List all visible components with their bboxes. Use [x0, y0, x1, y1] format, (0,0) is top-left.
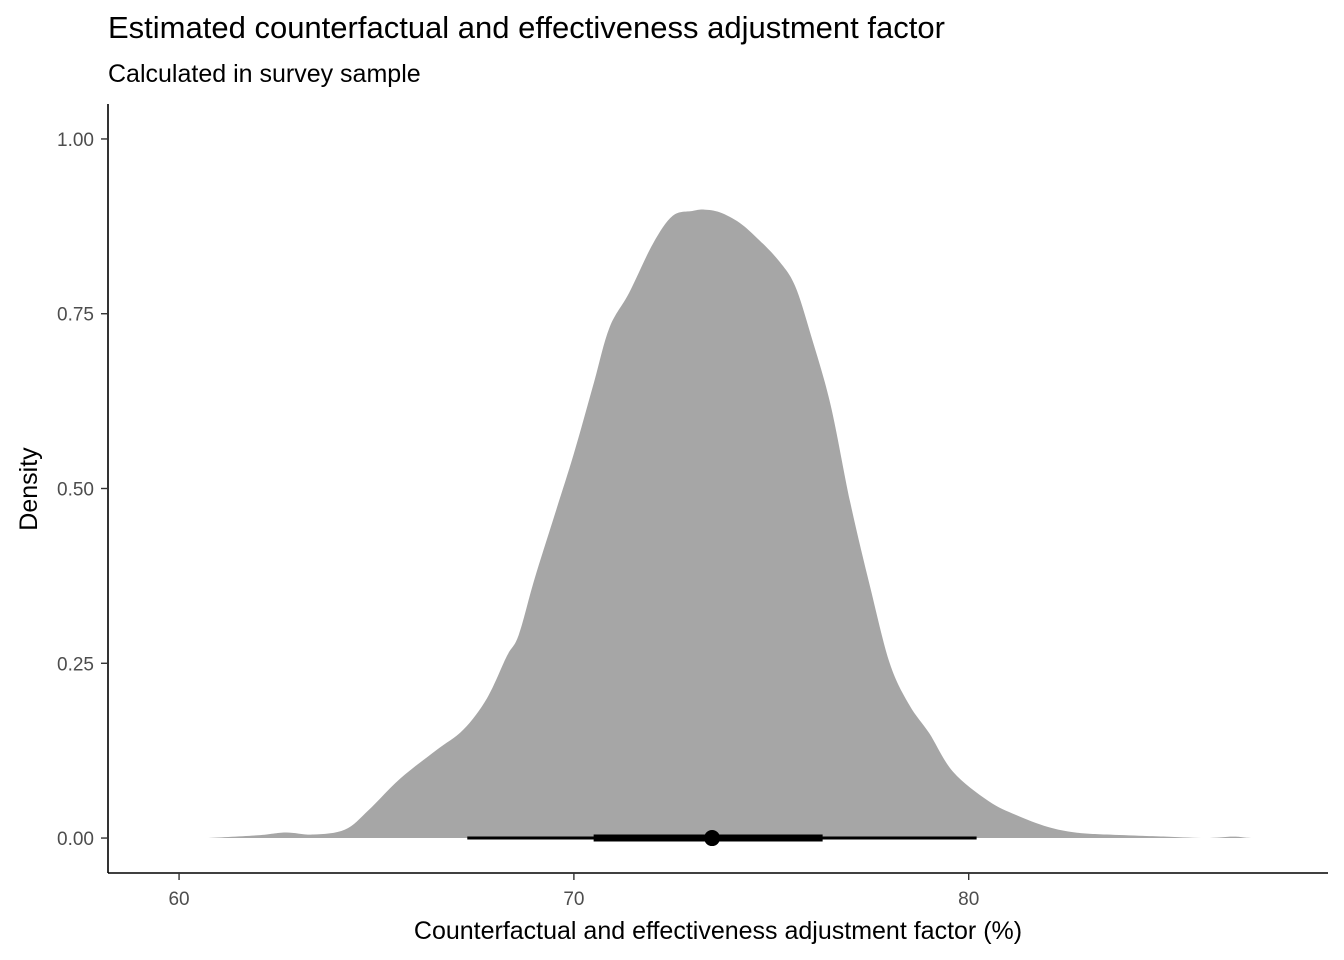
- chart-subtitle: Calculated in survey sample: [108, 60, 421, 88]
- x-tick-label: 70: [563, 889, 584, 910]
- y-ticks: 0.00 0.25 0.50 0.75 1.00: [57, 130, 108, 850]
- y-tick-label: 0.25: [57, 654, 94, 675]
- chart-title: Estimated counterfactual and effectivene…: [108, 10, 945, 45]
- x-tick-label: 80: [958, 889, 979, 910]
- point-interval-layer: [467, 830, 977, 847]
- y-tick-label: 0.75: [57, 305, 94, 326]
- x-axis-title: Counterfactual and effectiveness adjustm…: [414, 917, 1022, 945]
- point-estimate: [704, 830, 721, 847]
- y-tick-label: 1.00: [57, 130, 94, 151]
- x-ticks: 60 70 80: [168, 873, 979, 910]
- x-tick-label: 60: [168, 889, 189, 910]
- density-area-layer: [206, 209, 1293, 839]
- y-tick-label: 0.50: [57, 480, 94, 501]
- y-axis-title: Density: [15, 447, 43, 531]
- y-tick-label: 0.00: [57, 829, 94, 850]
- density-area: [206, 209, 1293, 839]
